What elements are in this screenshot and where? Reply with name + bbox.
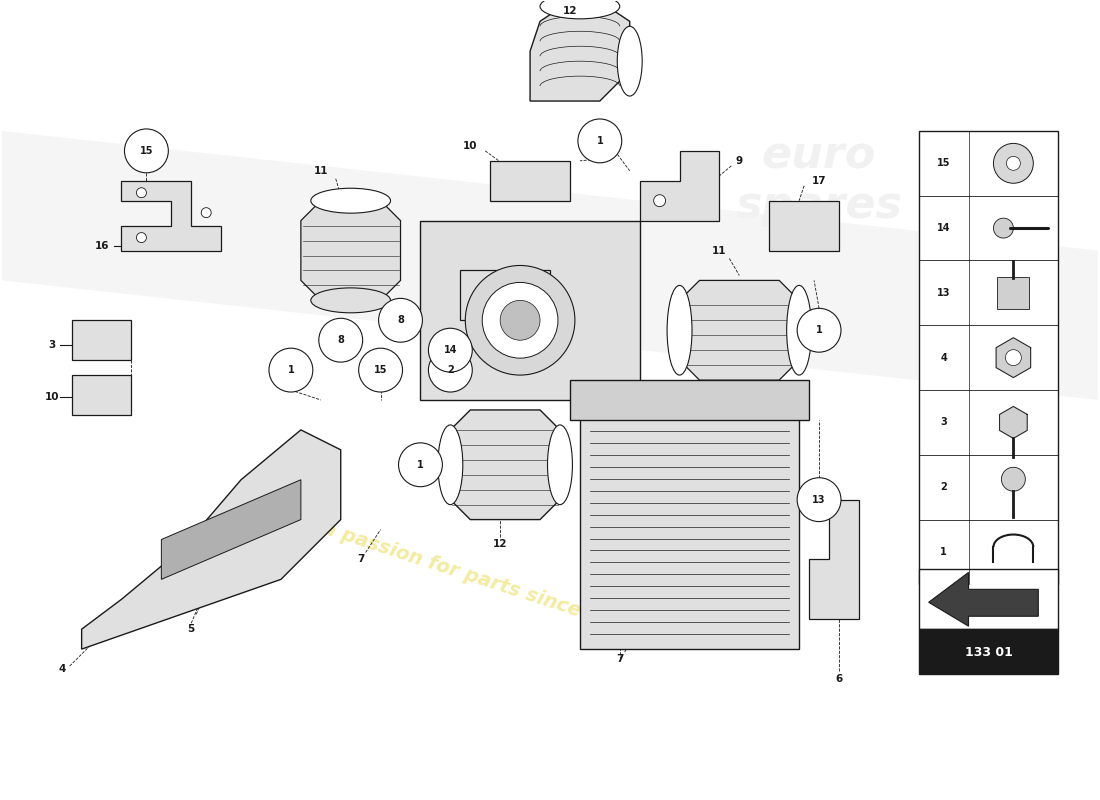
Polygon shape [491, 161, 570, 201]
Text: euro
spares: euro spares [736, 134, 903, 227]
Circle shape [465, 266, 575, 375]
Text: 2: 2 [447, 365, 453, 375]
Text: 14: 14 [443, 345, 458, 355]
Ellipse shape [617, 26, 642, 96]
Circle shape [398, 443, 442, 486]
Polygon shape [460, 270, 550, 320]
Circle shape [500, 300, 540, 340]
Circle shape [1001, 467, 1025, 491]
Text: 5: 5 [188, 624, 195, 634]
Text: 7: 7 [616, 654, 624, 664]
Circle shape [378, 298, 422, 342]
Circle shape [201, 208, 211, 218]
Text: 8: 8 [338, 335, 344, 346]
Polygon shape [72, 375, 132, 415]
Ellipse shape [667, 286, 692, 375]
FancyBboxPatch shape [998, 277, 1030, 309]
Text: 11: 11 [314, 166, 328, 176]
Ellipse shape [311, 188, 390, 213]
Circle shape [798, 478, 842, 522]
Text: 14: 14 [937, 223, 950, 233]
Text: 6: 6 [835, 674, 843, 684]
Text: 1: 1 [287, 365, 295, 375]
Text: 15: 15 [937, 158, 950, 168]
Circle shape [1006, 156, 1021, 170]
Text: 8: 8 [397, 315, 404, 326]
Circle shape [136, 233, 146, 242]
Ellipse shape [548, 425, 572, 505]
Circle shape [428, 348, 472, 392]
Text: 13: 13 [812, 494, 826, 505]
Text: 17: 17 [812, 176, 826, 186]
Text: a passion for parts since 1985: a passion for parts since 1985 [320, 519, 641, 640]
Text: 133 01: 133 01 [965, 646, 1012, 658]
Text: 11: 11 [712, 246, 727, 255]
Circle shape [653, 194, 666, 206]
Text: 2: 2 [940, 482, 947, 492]
Circle shape [359, 348, 403, 392]
Polygon shape [72, 320, 132, 360]
Polygon shape [769, 201, 839, 250]
Text: 16: 16 [95, 241, 109, 250]
Circle shape [428, 328, 472, 372]
Circle shape [993, 218, 1013, 238]
Polygon shape [530, 2, 629, 101]
Circle shape [136, 188, 146, 198]
Text: 9: 9 [736, 156, 743, 166]
Text: 4: 4 [58, 664, 65, 674]
Circle shape [124, 129, 168, 173]
Circle shape [578, 119, 621, 163]
Bar [918, 131, 1058, 584]
Text: 1: 1 [940, 547, 947, 557]
Polygon shape [121, 181, 221, 250]
Text: 12: 12 [493, 539, 507, 550]
Polygon shape [301, 201, 400, 300]
Circle shape [993, 143, 1033, 183]
Ellipse shape [786, 286, 812, 375]
Polygon shape [2, 131, 1098, 400]
Text: 15: 15 [374, 365, 387, 375]
Text: 1: 1 [417, 460, 424, 470]
Text: 13: 13 [937, 288, 950, 298]
Circle shape [1005, 350, 1022, 366]
Text: 4: 4 [940, 353, 947, 362]
Text: 12: 12 [563, 6, 578, 16]
Text: 10: 10 [44, 392, 59, 402]
Ellipse shape [438, 425, 463, 505]
Polygon shape [570, 380, 810, 420]
Text: 7: 7 [358, 554, 364, 565]
Circle shape [798, 308, 842, 352]
Text: 3: 3 [940, 418, 947, 427]
Text: 1: 1 [596, 136, 603, 146]
Polygon shape [640, 151, 719, 221]
Ellipse shape [311, 288, 390, 313]
Polygon shape [997, 338, 1031, 378]
Text: 1: 1 [816, 326, 823, 335]
Polygon shape [928, 572, 1038, 626]
Polygon shape [1000, 406, 1027, 438]
Bar [918, 570, 1058, 630]
Polygon shape [810, 500, 859, 619]
Polygon shape [680, 281, 799, 380]
Polygon shape [420, 221, 640, 400]
Circle shape [270, 348, 312, 392]
Circle shape [319, 318, 363, 362]
Circle shape [482, 282, 558, 358]
Text: 10: 10 [463, 141, 477, 151]
Polygon shape [162, 480, 301, 579]
Polygon shape [450, 410, 560, 519]
Polygon shape [580, 400, 799, 649]
Text: 3: 3 [48, 340, 55, 350]
Ellipse shape [540, 0, 619, 19]
Bar [918, 630, 1058, 674]
Text: 15: 15 [140, 146, 153, 156]
Polygon shape [81, 430, 341, 649]
